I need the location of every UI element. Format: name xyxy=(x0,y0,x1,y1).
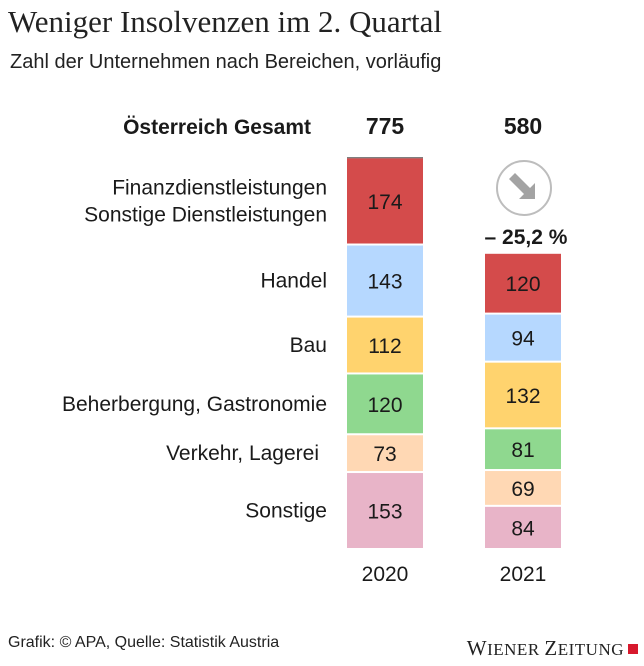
data-label-finanz-2021: 120 xyxy=(505,273,540,296)
series-label-finanz-2: Sonstige Dienstleistungen xyxy=(84,203,327,226)
bar-segment-finanz-2020 xyxy=(347,158,423,244)
logo-square-icon xyxy=(628,644,638,654)
data-label-verkehr-2021: 69 xyxy=(511,478,534,501)
x-tick-label-2021: 2021 xyxy=(500,563,547,586)
bar-segment-beherbergung-2020 xyxy=(347,374,423,434)
bar-segment-beherbergung-2021 xyxy=(485,429,561,470)
bar-segment-handel-2021 xyxy=(485,314,561,361)
arrow-down-right-icon xyxy=(509,173,535,199)
bar-segment-sonstige-2020 xyxy=(347,473,423,548)
wiener-zeitung-logo: WIENER ZEITUNG xyxy=(466,636,624,660)
data-label-beherbergung-2021: 81 xyxy=(511,439,534,462)
change-percent-label: – 25,2 % xyxy=(485,226,568,249)
total-value-2020: 775 xyxy=(366,113,405,139)
bar-segment-handel-2020 xyxy=(347,245,423,316)
chart-subtitle: Zahl der Unternehmen nach Bereichen, vor… xyxy=(10,51,442,73)
bar-segment-finanz-2021 xyxy=(485,253,561,313)
bar-segment-bau-2020 xyxy=(347,317,423,373)
data-label-sonstige-2020: 153 xyxy=(367,501,402,524)
series-label-finanz-1: Finanzdienstleistungen xyxy=(112,176,327,199)
data-label-bau-2021: 132 xyxy=(505,385,540,408)
bar-segment-verkehr-2020 xyxy=(347,435,423,472)
totals-label: Österreich Gesamt xyxy=(123,116,311,139)
x-tick-label-2020: 2020 xyxy=(362,563,409,586)
data-label-handel-2020: 143 xyxy=(367,271,402,294)
data-label-finanz-2020: 174 xyxy=(367,191,402,214)
stacked-bar-chart: Österreich Gesamt 775 580 153 73 120 112 143 174… xyxy=(62,113,568,586)
data-label-sonstige-2021: 84 xyxy=(511,517,535,540)
series-label-sonstige: Sonstige xyxy=(245,500,327,523)
data-label-beherbergung-2020: 120 xyxy=(367,394,402,417)
total-value-2021: 580 xyxy=(504,113,542,139)
series-label-beherbergung: Beherbergung, Gastronomie xyxy=(62,393,327,416)
bar-segment-sonstige-2021 xyxy=(485,506,561,548)
series-label-verkehr: Verkehr, Lagerei xyxy=(166,442,319,465)
source-note: Grafik: © APA, Quelle: Statistik Austria xyxy=(8,634,280,651)
bar-segment-bau-2021 xyxy=(485,362,561,428)
chart-title: Weniger Insolvenzen im 2. Quartal xyxy=(8,4,442,39)
data-label-handel-2021: 94 xyxy=(511,328,535,351)
data-label-bau-2020: 112 xyxy=(368,335,401,358)
series-label-bau: Bau xyxy=(290,334,327,357)
series-label-handel: Handel xyxy=(260,270,327,293)
data-label-verkehr-2020: 73 xyxy=(373,443,396,466)
bar-segment-verkehr-2021 xyxy=(485,471,561,505)
